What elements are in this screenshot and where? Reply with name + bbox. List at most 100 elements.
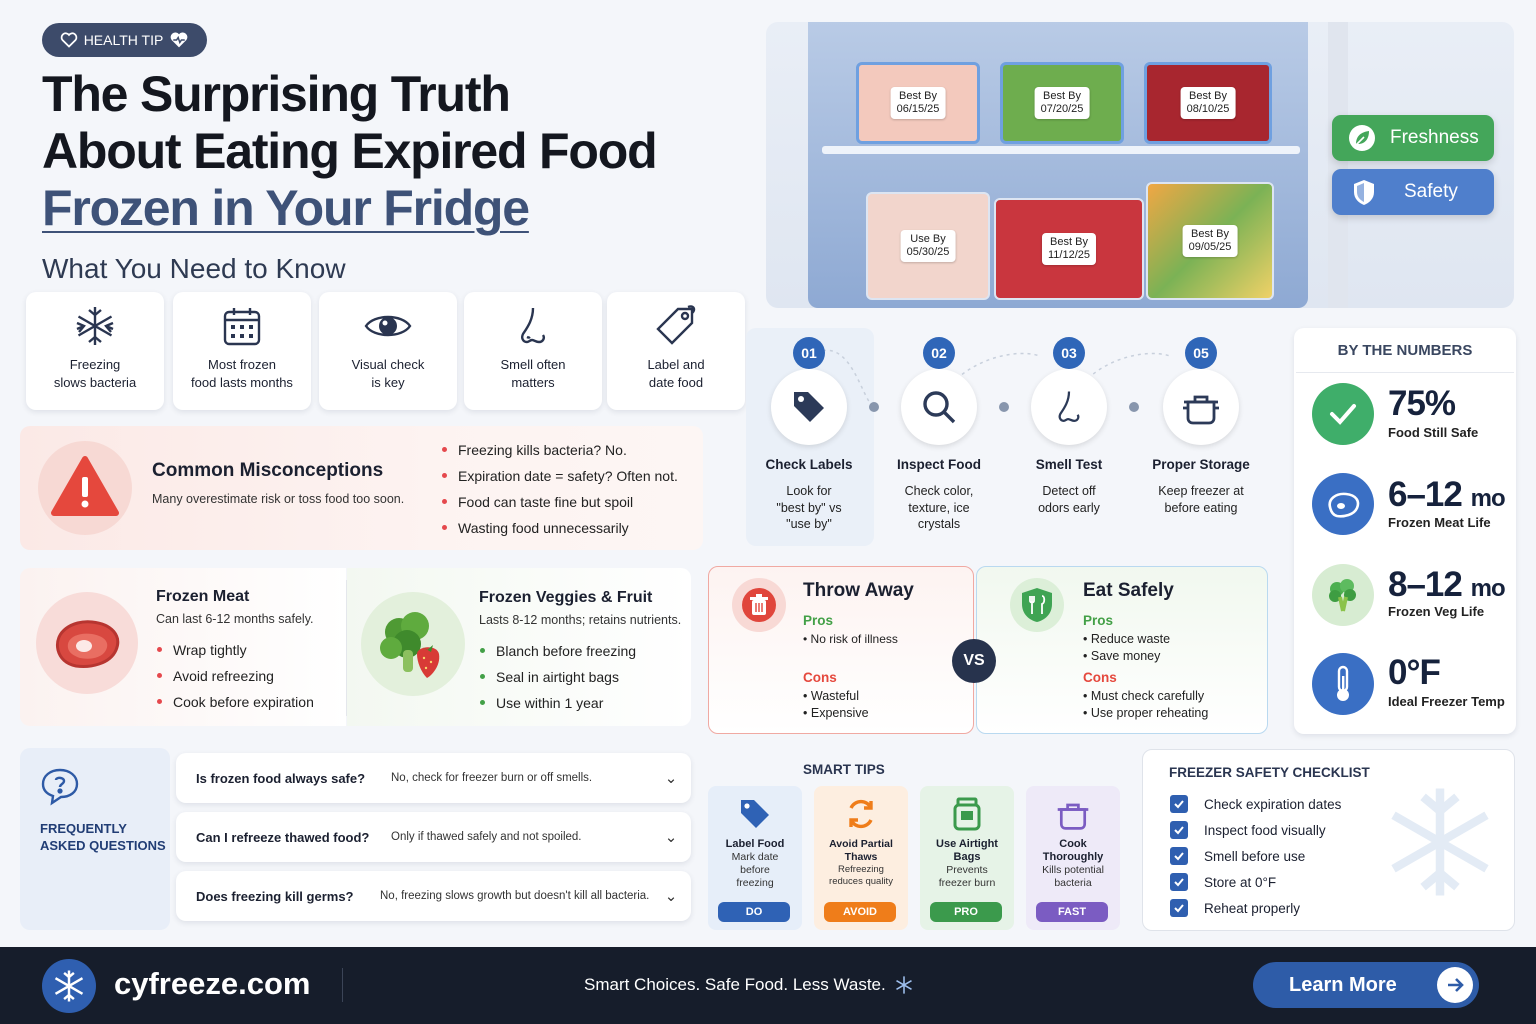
checklist-label: Inspect food visually	[1204, 822, 1326, 838]
fridge-illustration: Best By 06/15/25 Best By 07/20/25 Best By 0…	[766, 22, 1514, 308]
check-icon	[1174, 878, 1184, 887]
freezer-shelf	[822, 146, 1300, 154]
feature-card-freezing: Freezing slows bacteria	[26, 292, 164, 410]
step-desc-line: Keep freezer at	[1158, 484, 1244, 498]
cons-label: Cons	[803, 670, 837, 685]
chat-bubble-icon	[41, 768, 79, 806]
stat-label: Food Still Safe	[1388, 425, 1479, 440]
stat-label: Frozen Veg Life	[1388, 604, 1485, 619]
title-line-1: The Surprising Truth	[42, 66, 511, 122]
tip-card-label-food: Label Food Mark date before freezing DO	[708, 786, 802, 930]
feature-line1: Label and	[647, 357, 705, 372]
checklist-label: Smell before use	[1204, 848, 1306, 864]
pro-item: Reduce waste	[1090, 632, 1171, 646]
misconceptions-panel	[20, 426, 703, 550]
con-item: Use proper reheating	[1090, 706, 1209, 720]
page-subtitle: What You Need to Know	[42, 253, 346, 284]
feature-line1: Freezing	[69, 357, 121, 372]
con-item: Wasteful	[810, 689, 860, 703]
chevron-down-icon[interactable]: ⌄	[664, 888, 678, 905]
checklist-item[interactable]: Inspect food visually	[1170, 817, 1341, 843]
step-title: Inspect Food	[897, 457, 981, 472]
label-line2: 09/05/25	[1188, 241, 1232, 253]
pot-icon	[1057, 803, 1089, 830]
throw-away-title: Throw Away	[803, 580, 914, 601]
magnifier-icon	[923, 391, 956, 424]
tip-tag: PRO	[930, 902, 1002, 922]
check-icon	[1174, 852, 1184, 861]
tag-icon	[656, 305, 696, 345]
pro-item: Save money	[1090, 649, 1161, 663]
checklist-item[interactable]: Reheat properly	[1170, 895, 1341, 921]
numbers-icon-circle	[1312, 383, 1374, 445]
jar-icon	[953, 797, 981, 831]
checkbox[interactable]	[1170, 873, 1188, 891]
con-item: Expensive	[810, 706, 869, 720]
checklist-label: Check expiration dates	[1204, 796, 1342, 812]
checkbox[interactable]	[1170, 821, 1188, 839]
check-icon	[1174, 904, 1184, 913]
stat-unit: mo	[1470, 485, 1506, 512]
tip-title: Label Food	[725, 838, 785, 850]
veggies-list: Blanch before freezing Seal in airtight …	[479, 642, 636, 720]
checklist-item[interactable]: Smell before use	[1170, 843, 1341, 869]
feature-card-label: Label and date food	[607, 292, 745, 410]
tagline-text: Smart Choices. Safe Food. Less Waste.	[584, 975, 886, 994]
step-number: 02	[923, 337, 955, 369]
checkbox[interactable]	[1170, 847, 1188, 865]
tip-tag: AVOID	[824, 902, 896, 922]
safety-label: Safety	[1404, 181, 1458, 202]
check-icon	[1174, 800, 1184, 809]
list-item: Blanch before freezing	[479, 642, 636, 668]
broccoli-icon	[1329, 579, 1356, 612]
calendar-icon	[223, 308, 261, 346]
stat-number: 0°F	[1388, 653, 1441, 692]
misconceptions-title: Common Misconceptions	[152, 460, 384, 481]
step-desc: Detect off odors early	[1009, 483, 1129, 516]
chevron-down-icon[interactable]: ⌄	[664, 829, 678, 846]
tip-desc: Prevents freezer burn	[938, 864, 996, 889]
step-desc: Look for "best by" vs "use by"	[749, 483, 869, 533]
title-line-3: Frozen in Your Fridge	[42, 180, 530, 236]
bag-mixed-vegetables: Best By 09/05/25	[1146, 182, 1274, 300]
step-title: Smell Test	[1035, 457, 1103, 472]
cons-label: Cons	[1083, 670, 1117, 685]
check-icon	[1174, 826, 1184, 835]
site-name[interactable]: cyfreeze.com	[114, 966, 311, 1001]
checklist-item[interactable]: Store at 0°F	[1170, 869, 1341, 895]
faq-row[interactable]: Can I refreeze thawed food? Only if thaw…	[176, 812, 691, 862]
page-title: The Surprising Truth About Eating Expire…	[42, 66, 658, 237]
numbers-icon-circle	[1312, 473, 1374, 535]
eat-cons: • Must check carefully • Use proper rehea…	[1083, 689, 1209, 720]
pot-icon	[1183, 395, 1219, 425]
faq-row[interactable]: Is frozen food always safe? No, check fo…	[176, 753, 691, 803]
list-item: Use within 1 year	[479, 694, 636, 720]
feature-line2: is key	[371, 375, 405, 390]
tip-desc: Kills potential bacteria	[1042, 864, 1104, 889]
step-desc: Check color, texture, ice crystals	[879, 483, 999, 533]
container-peas: Best By 07/20/25	[1000, 62, 1124, 144]
title-line-2: About Eating Expired Food	[42, 123, 658, 179]
checkbox[interactable]	[1170, 795, 1188, 813]
smart-tips-title: SMART TIPS	[803, 762, 885, 777]
step-desc-line: "use by"	[786, 517, 832, 531]
heart-icon	[60, 32, 77, 48]
eat-safely-title: Eat Safely	[1083, 580, 1174, 601]
step-icon-circle	[1031, 369, 1107, 445]
snowflake-icon	[1391, 788, 1489, 896]
faq-title-line2: ASKED QUESTIONS	[40, 838, 166, 853]
learn-more-button[interactable]: Learn More	[1253, 962, 1479, 1008]
shield-utensils-icon	[1022, 588, 1052, 622]
list-item: Freezing kills bacteria? No.	[441, 441, 678, 467]
tip-desc: Refreezing reduces quality	[829, 864, 893, 887]
badge-label: HEALTH TIP	[83, 32, 164, 48]
checkbox[interactable]	[1170, 899, 1188, 917]
label-line1: Best By	[1050, 236, 1088, 248]
arrow-right-icon[interactable]	[1437, 967, 1473, 1003]
feature-line2: date food	[648, 375, 704, 390]
chevron-down-icon[interactable]: ⌄	[664, 770, 678, 787]
checklist-item[interactable]: Check expiration dates	[1170, 791, 1341, 817]
faq-row[interactable]: Does freezing kill germs? No, freezing s…	[176, 871, 691, 921]
step-title: Proper Storage	[1152, 457, 1250, 472]
meat-icon	[1328, 492, 1360, 518]
